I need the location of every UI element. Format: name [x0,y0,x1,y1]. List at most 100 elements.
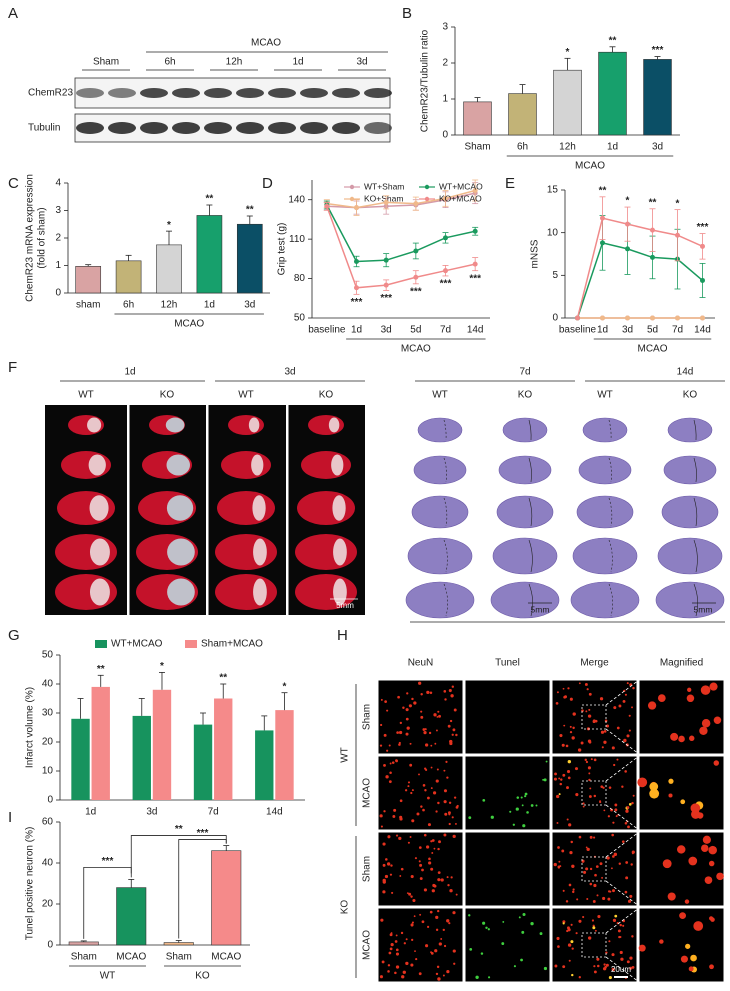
cell [437,710,440,713]
cell [391,761,395,764]
blot-band [108,88,136,98]
cell [611,833,614,837]
micrograph [638,907,725,983]
y-tick-label: 40 [42,858,54,869]
nissl-section [498,455,552,485]
cell [576,898,579,901]
cell [452,834,456,839]
blot-band [172,88,200,98]
cell [657,694,666,703]
bar [553,69,582,136]
cell [451,733,454,736]
cell [626,734,630,738]
cell [558,860,561,863]
cell [539,932,543,935]
cell [582,802,585,805]
cell [585,867,589,871]
infarct-outline [608,539,613,573]
cell [597,914,601,919]
cell [421,868,424,872]
y-tick-label: 3 [55,205,61,216]
cell [436,715,439,718]
cell [422,728,426,731]
scale-bar-label: 20um [611,965,631,974]
cell [586,897,589,901]
row-label: MCAO [362,930,373,960]
point [625,246,630,252]
infarct-outline [693,419,697,441]
significance: * [626,196,630,207]
cell [562,922,565,925]
cell [401,975,405,979]
cell [593,836,596,839]
micrograph [464,679,551,755]
group-label: MCAO [638,344,668,355]
cell [606,724,610,728]
point [472,261,478,267]
cell [522,912,526,917]
cell [405,961,409,966]
x-tick-label: 14d [467,325,484,336]
cell [449,719,453,723]
cell [450,876,453,879]
column-label: NeuN [408,658,434,669]
micrograph [464,907,551,983]
cell [454,822,457,825]
cell [624,890,628,894]
blot-band [76,122,104,134]
cell [526,811,529,814]
infarct-outline [443,539,448,573]
micrograph [638,831,725,907]
point [650,254,655,260]
cell [449,889,453,893]
cell [383,810,386,813]
infarct [165,417,185,433]
y-tick-label: 110 [289,234,305,245]
column-label: Tunel [495,658,520,669]
cell [569,697,573,701]
infarct-outline [528,583,533,617]
significance: *** [410,286,422,297]
x-tick-label: 3d [244,300,255,311]
cell [411,819,415,823]
significance: *** [469,273,481,284]
cell [557,945,560,948]
panel-label: H [337,627,348,644]
cell [588,740,592,744]
cell [426,845,430,849]
point [700,315,705,321]
cell [688,966,694,972]
cell [423,730,427,735]
cell [587,766,591,770]
cell [593,965,596,968]
group-label: MCAO [575,161,605,172]
significance: *** [697,222,709,233]
cell [427,925,430,929]
bar [463,101,492,136]
cell [428,861,432,865]
legend-marker [424,196,430,202]
y-tick-label: 1 [442,94,448,105]
cell [502,920,505,923]
row-label: MCAO [362,778,373,808]
cell [395,934,398,937]
cell [421,920,425,924]
legend-label: WT+MCAO [439,181,483,191]
ttc-section [217,491,275,525]
cell [686,694,695,703]
cell [618,862,621,865]
cell [381,960,385,964]
cell [616,726,620,730]
genotype-label: WT [597,390,613,401]
cell [572,726,575,730]
bar [132,715,151,800]
x-tick-label: MCAO [116,952,146,963]
cell [435,915,439,920]
cell [437,871,441,875]
cell [557,865,561,868]
nissl-section [582,417,628,443]
cell [424,789,427,792]
cell [545,760,548,763]
